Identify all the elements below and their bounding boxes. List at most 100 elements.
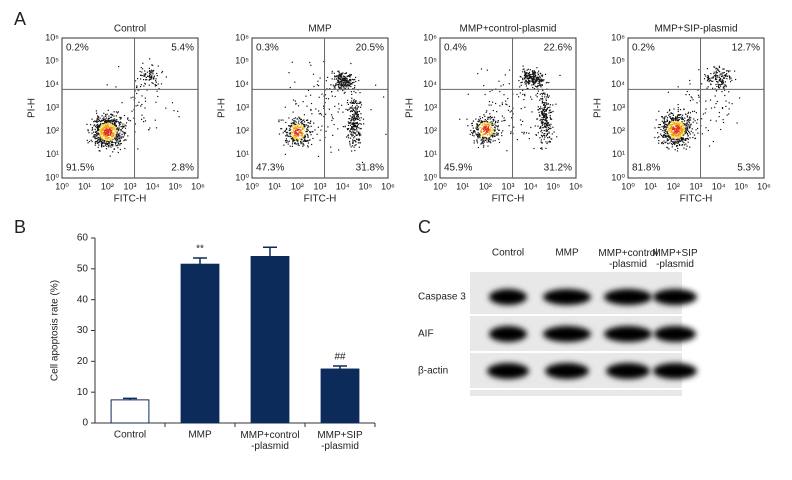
dot xyxy=(293,121,295,123)
dot xyxy=(542,113,544,115)
dot xyxy=(155,127,158,129)
dot xyxy=(694,137,696,140)
dot xyxy=(306,133,308,135)
dot xyxy=(344,84,346,86)
dot xyxy=(117,151,119,154)
quadrant-percent: 5.3% xyxy=(737,163,760,174)
dot xyxy=(360,104,363,106)
dot xyxy=(352,130,354,132)
dot xyxy=(294,143,296,145)
dot xyxy=(157,65,159,67)
dot xyxy=(512,113,514,115)
dot xyxy=(683,144,686,146)
dot xyxy=(480,68,483,70)
dot xyxy=(475,127,477,129)
dot xyxy=(686,132,688,134)
dot xyxy=(302,128,304,130)
dot xyxy=(531,70,533,72)
dot xyxy=(115,125,117,127)
dot xyxy=(725,105,727,107)
dot xyxy=(133,117,135,119)
dot xyxy=(541,119,543,121)
dot xyxy=(485,129,487,131)
dot xyxy=(675,128,677,130)
dot xyxy=(116,131,118,133)
dot xyxy=(108,118,111,120)
dot xyxy=(100,134,102,136)
dot xyxy=(112,141,114,143)
dot xyxy=(539,137,541,139)
dot xyxy=(718,66,721,69)
dot xyxy=(540,80,542,82)
dot xyxy=(115,119,117,121)
dot xyxy=(689,79,691,82)
y-tick-label: 10² xyxy=(236,126,249,136)
significance-mark: ## xyxy=(334,352,346,363)
y-tick-label: 10³ xyxy=(424,102,437,112)
dot xyxy=(100,136,102,138)
dot xyxy=(357,134,359,136)
dot xyxy=(324,94,327,96)
dot xyxy=(359,101,361,103)
dot xyxy=(110,146,112,148)
dot xyxy=(674,127,676,129)
dot xyxy=(498,129,500,131)
dot xyxy=(491,116,493,118)
dot xyxy=(494,140,496,142)
dot xyxy=(101,132,103,134)
dot xyxy=(519,119,522,121)
dot xyxy=(294,117,297,119)
dot xyxy=(736,122,738,124)
dot xyxy=(503,120,505,122)
dot xyxy=(96,112,98,114)
dot xyxy=(340,83,343,85)
dot xyxy=(307,142,309,144)
dot xyxy=(510,132,512,135)
dot xyxy=(297,105,300,107)
x-tick-label: 10⁶ xyxy=(191,181,205,191)
dot xyxy=(101,141,103,143)
dot xyxy=(348,108,350,110)
dot xyxy=(541,112,543,114)
dot xyxy=(672,136,674,138)
dot xyxy=(707,79,709,81)
dot xyxy=(543,102,545,104)
dot xyxy=(539,115,541,117)
dot xyxy=(320,114,323,116)
dot xyxy=(350,120,352,122)
dot xyxy=(352,109,354,111)
dot xyxy=(149,58,151,60)
dot xyxy=(290,125,292,127)
dot xyxy=(115,129,117,132)
dot xyxy=(543,130,545,132)
dot xyxy=(666,146,668,148)
dot xyxy=(301,136,303,138)
dot xyxy=(294,132,296,134)
dot xyxy=(661,141,664,143)
dot xyxy=(540,141,542,143)
dot xyxy=(534,74,536,76)
dot xyxy=(492,120,494,122)
dot xyxy=(356,112,358,115)
dot xyxy=(106,142,108,144)
dot xyxy=(105,128,107,130)
dot xyxy=(285,141,287,144)
dot xyxy=(115,111,118,113)
dot xyxy=(541,74,543,76)
dot xyxy=(307,125,309,127)
dot xyxy=(668,120,671,122)
dot xyxy=(96,132,98,134)
dot xyxy=(673,139,675,141)
dot xyxy=(727,70,729,72)
dot xyxy=(111,114,113,116)
dot xyxy=(295,137,297,139)
y-tick-label: 10⁵ xyxy=(45,56,59,66)
dot xyxy=(716,75,718,77)
dot xyxy=(351,110,354,113)
dot xyxy=(155,84,157,86)
dot xyxy=(666,120,668,122)
dot xyxy=(534,82,536,84)
dot xyxy=(503,94,505,96)
dot xyxy=(107,137,109,139)
dot xyxy=(96,119,98,121)
